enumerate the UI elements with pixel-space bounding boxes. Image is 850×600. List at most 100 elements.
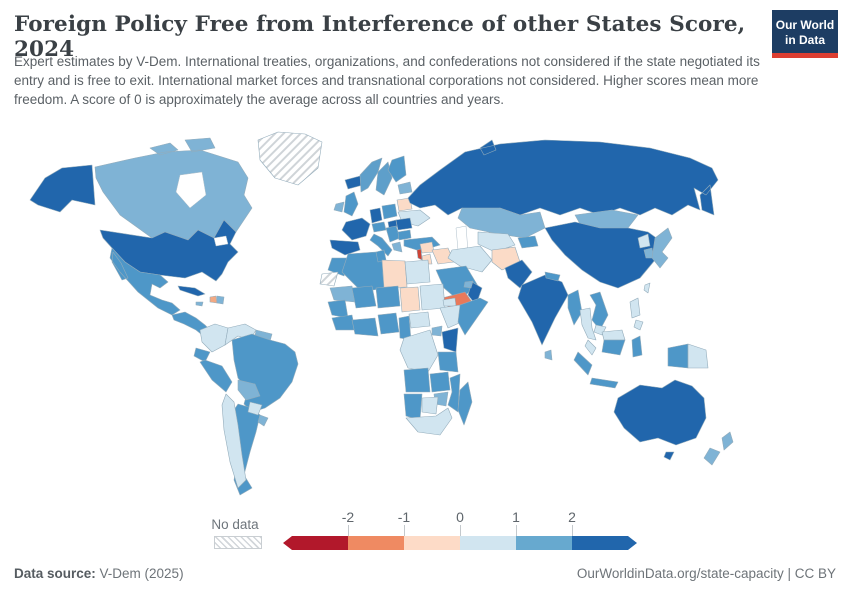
country-w-sahara[interactable] (319, 271, 339, 287)
country-colombia[interactable] (199, 323, 229, 353)
country-greenland[interactable] (257, 131, 323, 186)
country-baltics[interactable] (397, 181, 413, 195)
legend-bin (404, 536, 460, 550)
country-uae[interactable] (463, 280, 474, 289)
country-brazil[interactable] (231, 333, 299, 413)
country-myanmar[interactable] (567, 289, 583, 326)
country-kyrgyz-tajik[interactable] (517, 235, 539, 249)
country-sudan[interactable] (419, 283, 446, 311)
country-czech-austria[interactable] (371, 221, 387, 233)
country-bulgaria[interactable] (397, 229, 412, 241)
country-sumatra[interactable] (573, 351, 593, 376)
country-bolivia[interactable] (237, 379, 261, 401)
country-pakistan[interactable] (504, 259, 533, 289)
country-paraguay[interactable] (247, 401, 263, 416)
country-angola[interactable] (403, 367, 431, 393)
country-ireland[interactable] (333, 201, 345, 213)
owid-logo[interactable]: Our World in Data (772, 10, 838, 58)
legend-bin (572, 536, 628, 550)
country-sri-lanka[interactable] (544, 349, 553, 361)
legend-tick (516, 525, 517, 536)
country-israel[interactable] (416, 248, 423, 261)
country-north-korea[interactable] (637, 233, 651, 249)
country-malaysia[interactable] (584, 339, 597, 356)
country-chile[interactable] (221, 393, 247, 489)
country-madagascar[interactable] (457, 381, 473, 426)
country-germany[interactable] (369, 207, 383, 224)
country-greece[interactable] (391, 241, 403, 253)
no-data-swatch[interactable] (214, 536, 262, 549)
legend-tick (404, 525, 405, 536)
country-namibia[interactable] (403, 393, 423, 421)
country-nz-north[interactable] (721, 431, 734, 451)
country-thailand[interactable] (579, 307, 597, 341)
country-poland[interactable] (381, 203, 398, 220)
country-java[interactable] (589, 377, 619, 389)
page-title: Foreign Policy Free from Interference of… (14, 12, 746, 62)
country-jamaica[interactable] (195, 301, 204, 307)
country-cuba[interactable] (177, 285, 206, 297)
country-zambia[interactable] (429, 371, 451, 393)
country-mozambique[interactable] (447, 373, 461, 413)
country-nepal[interactable] (544, 271, 561, 282)
country-syria[interactable] (419, 241, 435, 254)
country-niger[interactable] (375, 285, 401, 309)
country-belarus[interactable] (396, 197, 413, 212)
country-peru[interactable] (199, 359, 233, 393)
country-russia[interactable] (407, 139, 719, 216)
country-senegal-region[interactable] (327, 299, 349, 319)
country-japan[interactable] (651, 227, 673, 269)
country-libya[interactable] (381, 259, 408, 289)
country-italy[interactable] (369, 233, 393, 257)
country-dominican-republic[interactable] (216, 295, 225, 305)
country-iran[interactable] (447, 245, 493, 273)
country-philippines[interactable] (629, 297, 644, 331)
legend-tick (348, 525, 349, 536)
country-nz-south[interactable] (703, 447, 721, 466)
country-taiwan[interactable] (643, 282, 651, 294)
country-south-africa[interactable] (405, 407, 453, 436)
country-spain[interactable] (329, 239, 361, 256)
country-ecuador[interactable] (193, 347, 211, 363)
page-subtitle: Expert estimates by V-Dem. International… (14, 54, 760, 108)
country-chad[interactable] (399, 286, 421, 313)
data-source-label: Data source: (14, 566, 96, 581)
country-australia[interactable] (613, 379, 707, 446)
legend-arrow-left (283, 536, 292, 550)
country-sulawesi[interactable] (631, 335, 643, 358)
country-mauritania[interactable] (329, 285, 356, 303)
country-car[interactable] (408, 311, 431, 329)
country-china[interactable] (544, 221, 663, 289)
country-tanzania[interactable] (437, 351, 459, 373)
country-kenya[interactable] (441, 327, 459, 353)
footer-link[interactable]: OurWorldinData.org/state-capacity | CC B… (576, 566, 836, 581)
country-uk[interactable] (343, 191, 359, 217)
country-west-papua[interactable] (667, 343, 689, 369)
legend-tick-label: 2 (568, 509, 576, 525)
country-ivory-ghana[interactable] (351, 317, 379, 337)
country-tasmania[interactable] (663, 451, 675, 461)
country-uruguay[interactable] (257, 414, 269, 427)
country-france[interactable] (341, 217, 371, 241)
country-india[interactable] (517, 274, 569, 346)
country-borneo-my[interactable] (601, 329, 626, 341)
country-kazakhstan[interactable] (457, 207, 546, 239)
country-haiti[interactable] (209, 295, 218, 304)
country-nigeria[interactable] (377, 312, 400, 335)
country-guinea-region[interactable] (331, 314, 356, 331)
country-png[interactable] (687, 343, 709, 369)
country-egypt[interactable] (404, 259, 431, 285)
country-alaska[interactable] (29, 164, 96, 213)
country-borneo-id[interactable] (601, 339, 626, 356)
country-mali[interactable] (351, 285, 377, 309)
country-botswana[interactable] (421, 396, 439, 415)
country-finland[interactable] (387, 155, 407, 183)
country-uganda[interactable] (431, 325, 443, 337)
legend-colorbar[interactable] (292, 536, 628, 550)
country-romania[interactable] (395, 217, 413, 231)
country-vietnam-laos[interactable] (589, 291, 609, 331)
country-somalia[interactable] (457, 297, 489, 336)
country-mexico[interactable] (109, 247, 181, 316)
